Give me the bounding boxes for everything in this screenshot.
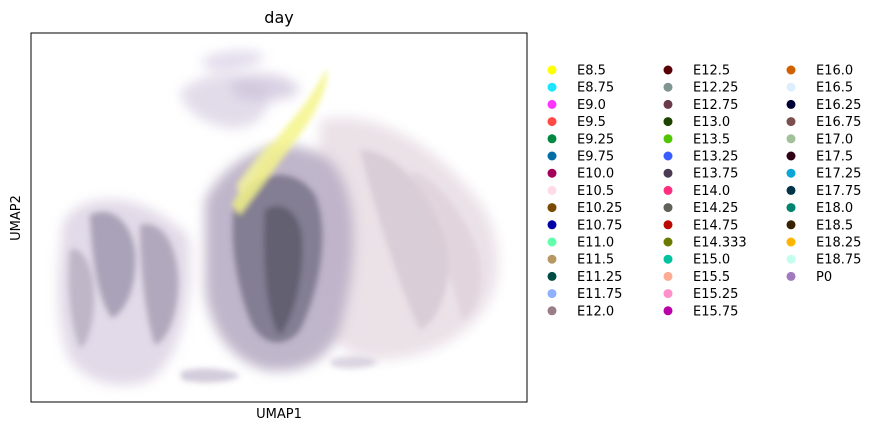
legend-marker: [786, 185, 796, 195]
legend-marker: [663, 185, 673, 195]
legend-marker: [786, 82, 796, 92]
legend-marker: [663, 134, 673, 144]
legend-label: E12.5: [693, 64, 730, 79]
legend-label: E12.75: [693, 98, 738, 113]
legend-label: E15.0: [693, 253, 730, 268]
legend-marker: [663, 220, 673, 230]
legend-marker: [547, 65, 557, 75]
legend-label: E17.0: [816, 132, 853, 147]
legend-label: E9.5: [577, 115, 606, 130]
legend-label: E16.0: [816, 64, 853, 79]
legend-marker: [547, 306, 557, 316]
legend-label: P0: [816, 270, 832, 285]
legend-marker: [663, 306, 673, 316]
legend-label: E18.75: [816, 253, 861, 268]
legend-marker: [547, 168, 557, 178]
legend-marker: [786, 65, 796, 75]
legend-marker: [786, 237, 796, 247]
legend-marker: [547, 99, 557, 109]
legend-label: E18.5: [816, 218, 853, 233]
legend-label: E10.25: [577, 201, 622, 216]
legend-marker: [547, 289, 557, 299]
legend-label: E12.0: [577, 304, 614, 319]
legend-label: E13.0: [693, 115, 730, 130]
legend-marker: [786, 203, 796, 213]
legend-label: E11.5: [577, 253, 614, 268]
legend-label: E8.75: [577, 81, 614, 96]
legend-marker: [786, 271, 796, 281]
legend-marker: [547, 237, 557, 247]
legend-marker: [547, 82, 557, 92]
legend-label: E15.5: [693, 270, 730, 285]
legend-label: E14.75: [693, 218, 738, 233]
legend-marker: [663, 237, 673, 247]
legend-marker: [663, 151, 673, 161]
legend-label: E17.75: [816, 184, 861, 199]
legend-label: E16.75: [816, 115, 861, 130]
legend-marker: [547, 271, 557, 281]
legend-marker: [547, 185, 557, 195]
legend-marker: [663, 117, 673, 127]
legend-marker: [663, 168, 673, 178]
legend-label: E13.5: [693, 132, 730, 147]
legend-label: E15.25: [693, 287, 738, 302]
legend-label: E13.25: [693, 150, 738, 165]
legend-marker: [547, 254, 557, 264]
legend-label: E8.5: [577, 64, 606, 79]
legend-marker: [547, 151, 557, 161]
legend-marker: [663, 289, 673, 299]
legend-label: E11.0: [577, 236, 614, 251]
legend-label: E11.75: [577, 287, 622, 302]
legend-label: E10.5: [577, 184, 614, 199]
legend-label: E14.25: [693, 201, 738, 216]
legend-label: E16.25: [816, 98, 861, 113]
legend: E8.5 E8.75 E9.0 E9.5 E9.25 E9.75 E10.0 E10.5 E10…: [547, 64, 861, 319]
legend-marker: [663, 254, 673, 264]
legend-label: E15.75: [693, 304, 738, 319]
legend-label: E14.333: [693, 236, 747, 251]
legend-label: E9.0: [577, 98, 606, 113]
legend-marker: [663, 65, 673, 75]
legend-marker: [786, 117, 796, 127]
legend-label: E13.75: [693, 167, 738, 182]
legend-label: E9.25: [577, 132, 614, 147]
legend-label: E17.25: [816, 167, 861, 182]
legend-label: E16.5: [816, 81, 853, 96]
legend-label: E11.25: [577, 270, 622, 285]
plot-frame: [30, 32, 528, 403]
legend-marker: [547, 203, 557, 213]
legend-marker: [663, 82, 673, 92]
legend-marker: [663, 99, 673, 109]
legend-marker: [786, 99, 796, 109]
legend-label: E14.0: [693, 184, 730, 199]
legend-marker: [547, 134, 557, 144]
legend-marker: [547, 117, 557, 127]
legend-marker: [663, 203, 673, 213]
legend-label: E10.0: [577, 167, 614, 182]
legend-label: E18.25: [816, 236, 861, 251]
legend-label: E18.0: [816, 201, 853, 216]
legend-marker: [786, 220, 796, 230]
legend-marker: [786, 134, 796, 144]
chart-title: day: [264, 8, 293, 27]
x-axis-label: UMAP1: [256, 407, 302, 422]
legend-label: E9.75: [577, 150, 614, 165]
legend-label: E10.75: [577, 218, 622, 233]
y-axis-label: UMAP2: [9, 195, 24, 241]
legend-marker: [663, 271, 673, 281]
umap-point-cloud: [58, 50, 499, 386]
legend-marker: [547, 220, 557, 230]
legend-label: E17.5: [816, 150, 853, 165]
legend-marker: [786, 168, 796, 178]
legend-marker: [786, 254, 796, 264]
legend-marker: [786, 151, 796, 161]
legend-label: E12.25: [693, 81, 738, 96]
